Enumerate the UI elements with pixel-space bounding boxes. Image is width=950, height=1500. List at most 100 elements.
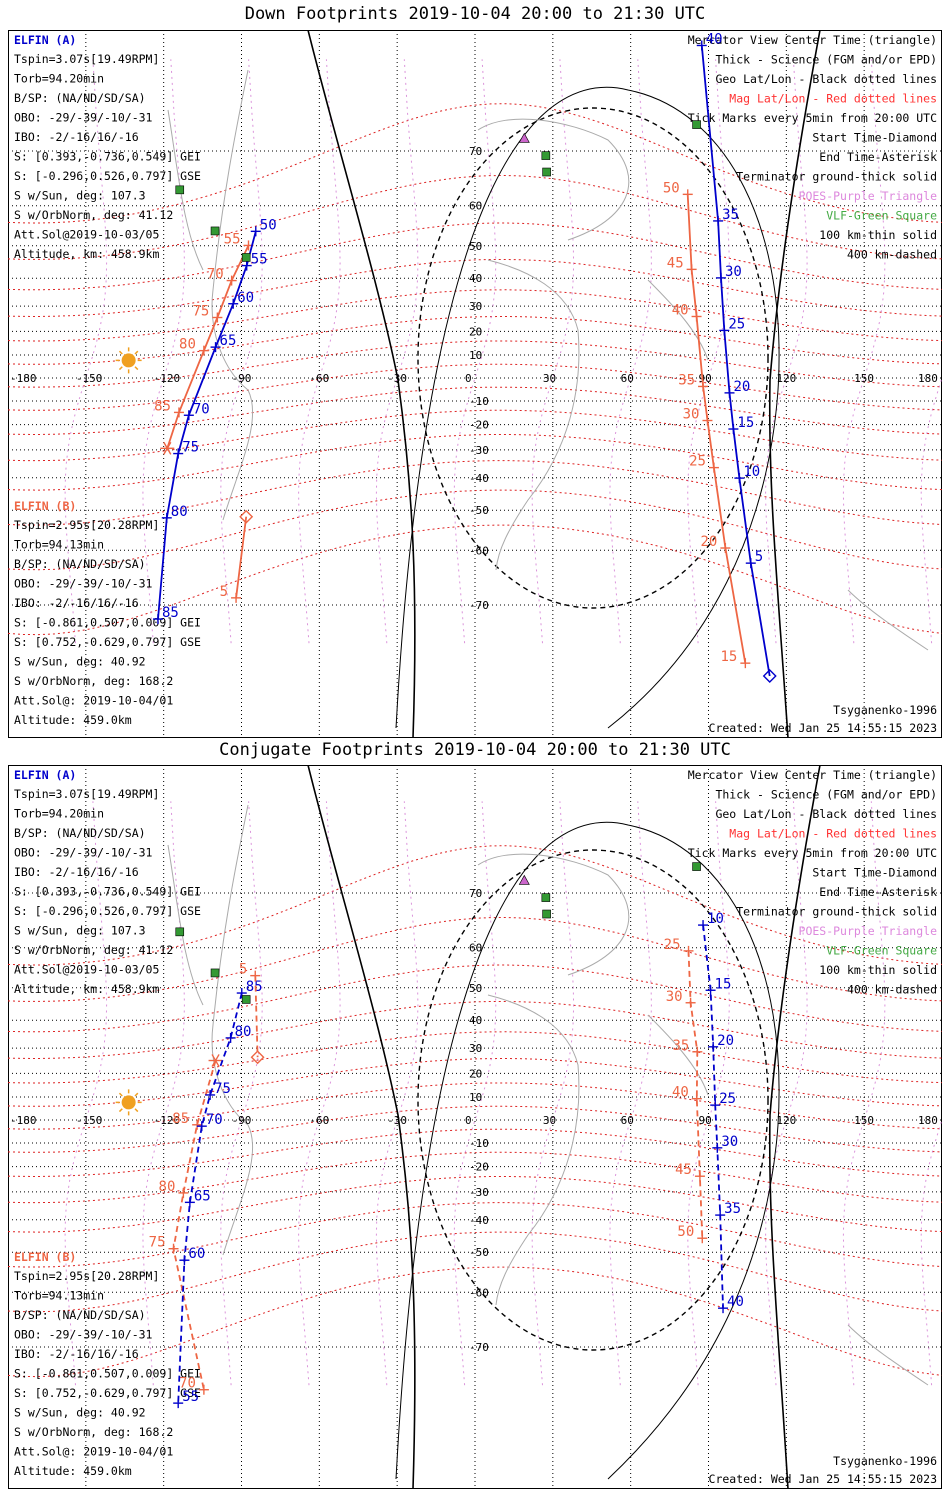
mag-latitude-line: [8, 222, 942, 291]
vlf-square[interactable]: [210, 226, 220, 236]
elfin-b-info-line: Altitude: 459.0km: [14, 713, 132, 727]
elfin-b-info-line: S w/Sun, deg: 40.92: [14, 655, 146, 669]
poes-markers: [518, 132, 530, 143]
tick-minute-label: 65: [194, 1188, 211, 1204]
track-a_west[interactable]: [157, 231, 257, 620]
latitude-tick-label: -50: [469, 1246, 489, 1259]
mag-grid: [8, 801, 942, 1386]
latitude-tick-label: 50: [469, 982, 482, 995]
terminator-curve: [307, 765, 416, 1489]
tick-minute-label: 25: [719, 1091, 736, 1107]
elfin-b-info-line: S w/Sun, deg: 40.92: [14, 1406, 146, 1420]
longitude-tick-label: -60: [309, 372, 329, 385]
mag-latitude-line: [8, 1128, 942, 1178]
track-b_west2[interactable]: [235, 516, 248, 599]
tick-minute-label: 80: [235, 1024, 252, 1040]
elfin-b-info-line: Tspin=2.95s[20.28RPM]: [14, 1269, 159, 1283]
latitude-tick-label: 70: [469, 145, 482, 158]
elfin-b-info-line: S: [0.752,-0.629,0.797] GSE: [14, 635, 201, 649]
end-asterisk-marker: [211, 1054, 220, 1067]
terminator-curve: [307, 30, 416, 738]
vlf-square[interactable]: [241, 995, 251, 1004]
tick-minute-label: 55: [182, 1389, 199, 1405]
vlf-square[interactable]: [175, 185, 185, 195]
mag-latitude-line: [8, 460, 942, 526]
latitude-tick-label: 40: [469, 1014, 482, 1027]
elfin-a-info-line: Altitude, km: 458.9km: [14, 247, 159, 261]
longitude-tick-label: 30: [543, 1114, 556, 1127]
vlf-square[interactable]: [692, 862, 701, 871]
legend-terminator: Terminator ground-thick solid: [736, 170, 937, 184]
vlf-square[interactable]: [210, 968, 220, 978]
track-b_east[interactable]: [687, 950, 704, 1239]
vlf-square[interactable]: [542, 909, 551, 919]
latitude-tick-label: -70: [469, 599, 489, 612]
vlf-markers: [175, 862, 701, 1004]
vlf-square[interactable]: [241, 253, 251, 262]
tick-minute-label: 25: [664, 937, 681, 953]
vlf-square[interactable]: [541, 151, 551, 160]
fov-oval: [395, 821, 780, 1480]
mag-latitude-line: [8, 103, 942, 224]
tick-minute-label: 50: [663, 180, 680, 196]
legend-vlf: VLF-Green Square: [826, 209, 937, 223]
legend-end: End Time-Asterisk: [819, 150, 937, 164]
legend-mercator: Mercator View Center Time (triangle): [688, 768, 937, 782]
poes-triangle[interactable]: [518, 132, 530, 143]
sun-ray: [134, 366, 139, 371]
latitude-tick-label: -70: [469, 1341, 489, 1354]
vlf-square[interactable]: [175, 927, 185, 937]
coastline: [847, 1324, 929, 1386]
poes-triangle[interactable]: [518, 874, 530, 885]
longitude-tick-label: -120: [154, 372, 181, 385]
elfin-a-name: ELFIN (A): [14, 33, 76, 47]
vlf-square[interactable]: [692, 120, 701, 129]
elfin-a-info-line: S w/OrbNorm, deg: 41.12: [14, 943, 173, 957]
longitude-tick-label: -30: [387, 372, 407, 385]
legend-km100: 100 km-thin solid: [819, 228, 937, 242]
start-diamond-marker[interactable]: [250, 1050, 265, 1065]
tick-minute-label: 10: [743, 464, 760, 480]
elfin-a-info-line: S: [0.393,-0.736,0.549] GEI: [14, 885, 201, 899]
mag-latitude-line: [8, 340, 942, 388]
mag-latitude-line: [8, 174, 942, 260]
tick-minute-label: 30: [721, 1134, 738, 1150]
tick-minute-label: 80: [171, 504, 188, 520]
legend-mag: Mag Lat/Lon - Red dotted lines: [729, 92, 937, 106]
conjugate-footprints-map[interactable]: -180 -150 -120 -90 -60 -30 0 30 60 90 120 150 180 70 6…: [8, 765, 942, 1489]
mag-latitude-line: [8, 409, 942, 462]
tick-minute-label: 15: [715, 976, 732, 992]
tick-minute-label: 30: [725, 264, 742, 280]
vlf-square[interactable]: [541, 893, 551, 902]
vlf-square[interactable]: [542, 167, 551, 177]
elfin-b-legend: ELFIN (B) Tspin=2.95s[20.28RPM] Torb=94.13…: [14, 499, 201, 727]
tick-minute-label: 15: [737, 415, 754, 431]
start-diamond-marker[interactable]: [239, 509, 254, 524]
track-b_west2[interactable]: [254, 975, 259, 1058]
mag-latitude-line: [8, 845, 942, 966]
longitude-tick-label: -90: [232, 372, 252, 385]
elfin-a-info-line: Att.Sol@2019-10-03/05: [14, 963, 159, 977]
elfin-b-info-line: OBO: -29/-39/-10/-31: [14, 577, 153, 591]
sun-ray: [134, 350, 139, 355]
elfin-a-legend: ELFIN (A) Tspin=3.07s[19.49RPM] Torb=94.20…: [14, 33, 201, 261]
down-footprints-map[interactable]: -180 -150 -120 -90 -60 -30 0 30 60 90 120 150 180 70 6…: [8, 30, 942, 738]
coastline: [647, 279, 709, 361]
start-diamond-marker[interactable]: [762, 669, 777, 684]
elfin-b-info-line: OBO: -29/-39/-10/-31: [14, 1328, 153, 1342]
track-b_west[interactable]: [166, 245, 250, 449]
created-label: Created: Wed Jan 25 14:55:15 2023: [709, 1472, 938, 1486]
tick-minute-label: 80: [159, 1179, 176, 1195]
latitude-tick-label: 60: [469, 942, 482, 955]
sun-disc: [121, 1095, 136, 1110]
elfin-b-info-line: S: [-0.861,0.507,0.009] GEI: [14, 1367, 201, 1381]
track-b_west[interactable]: [172, 1060, 217, 1390]
legend-mag: Mag Lat/Lon - Red dotted lines: [729, 827, 937, 841]
tick-minute-label: 40: [727, 1294, 744, 1310]
tick-minute-label: 40: [706, 31, 723, 47]
tick-minute-label: 70: [179, 1376, 196, 1392]
sun-ray: [118, 366, 123, 371]
sun-ray: [118, 1092, 123, 1097]
elfin-b-info-line: IBO: -2/-16/16/-16: [14, 1347, 139, 1361]
track-b_east[interactable]: [686, 194, 747, 664]
